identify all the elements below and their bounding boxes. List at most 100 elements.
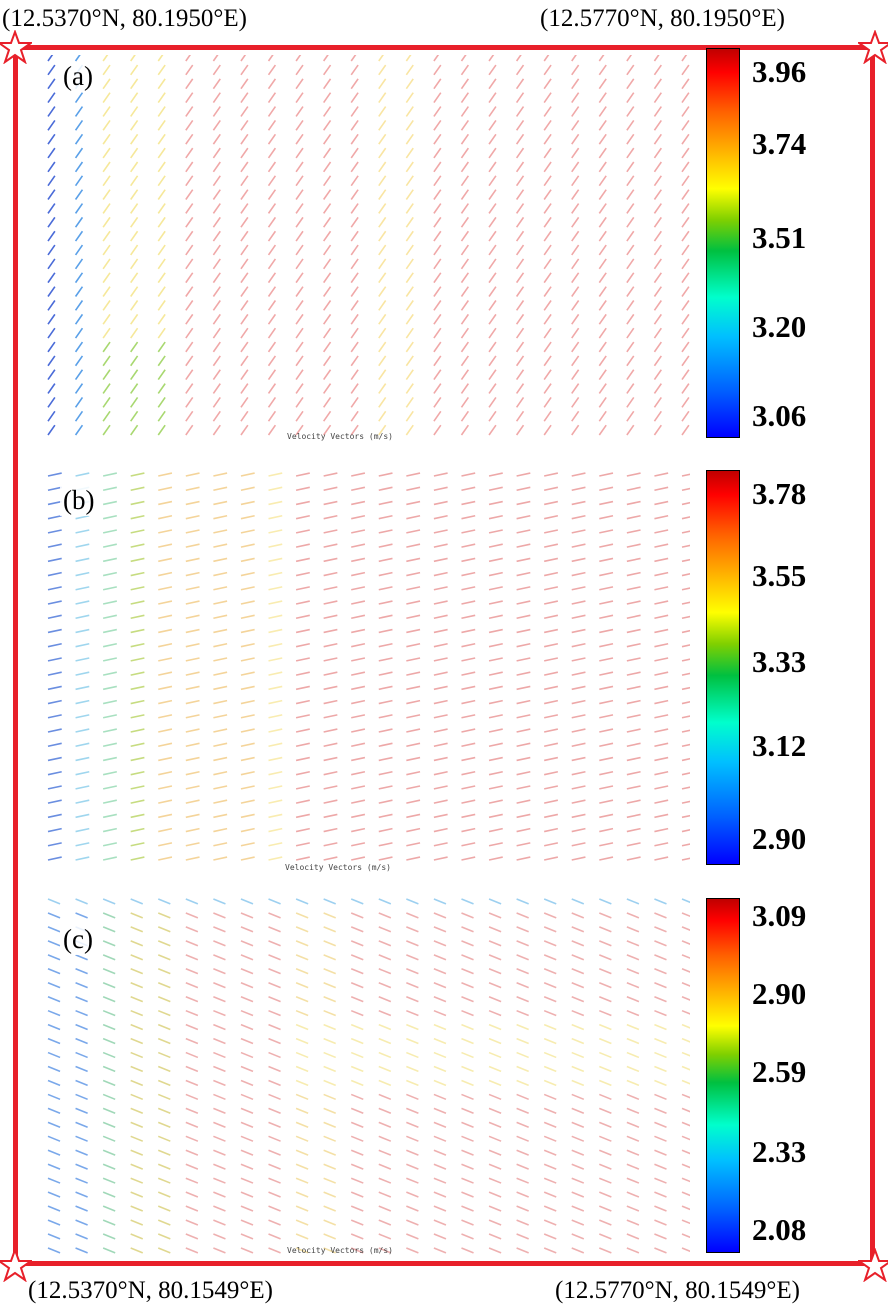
- velocity-vector: [102, 1107, 116, 1115]
- velocity-vector: [378, 685, 393, 691]
- velocity-vector: [295, 657, 310, 662]
- velocity-vector: [488, 230, 497, 242]
- velocity-vector: [571, 244, 580, 256]
- velocity-vector: [267, 300, 277, 311]
- velocity-vector: [295, 1233, 309, 1240]
- velocity-vector: [47, 954, 61, 961]
- velocity-vector: [516, 699, 531, 705]
- velocity-vector: [295, 383, 304, 394]
- velocity-vector: [433, 1107, 447, 1115]
- velocity-vector: [515, 64, 525, 76]
- velocity-vector: [212, 147, 221, 159]
- velocity-vector: [102, 216, 111, 228]
- velocity-vector: [406, 827, 421, 833]
- velocity-vector: [240, 230, 249, 242]
- velocity-vector: [74, 341, 84, 353]
- velocity-vector: [213, 543, 228, 548]
- velocity-vector: [515, 369, 525, 381]
- velocity-vector: [185, 1191, 199, 1198]
- velocity-vector: [516, 628, 531, 634]
- velocity-vector: [240, 244, 249, 256]
- velocity-vector: [599, 614, 614, 620]
- velocity-vector: [461, 1051, 474, 1059]
- velocity-vector: [130, 1093, 144, 1101]
- velocity-vector: [544, 671, 559, 676]
- velocity-vector: [75, 472, 90, 477]
- velocity-vector: [461, 571, 476, 577]
- velocity-vector: [267, 286, 277, 297]
- velocity-vector: [240, 106, 249, 117]
- velocity-vector: [350, 341, 359, 353]
- velocity-vector: [323, 1163, 337, 1170]
- velocity-vector: [323, 728, 338, 733]
- velocity-vector: [75, 1135, 88, 1142]
- velocity-vector: [351, 742, 366, 748]
- velocity-vector: [47, 424, 56, 436]
- velocity-vector: [323, 557, 338, 563]
- velocity-vector: [323, 614, 338, 620]
- velocity-vector: [433, 1205, 447, 1212]
- velocity-vector: [185, 912, 199, 919]
- velocity-vector: [378, 714, 393, 719]
- velocity-vector: [378, 203, 387, 214]
- velocity-vector: [322, 230, 332, 242]
- velocity-vector: [488, 369, 497, 381]
- velocity-vector: [240, 286, 249, 297]
- velocity-vector: [626, 1051, 640, 1059]
- velocity-vector: [515, 383, 525, 394]
- velocity-vector: [654, 571, 669, 577]
- velocity-vector: [75, 557, 90, 563]
- velocity-vector: [571, 1079, 585, 1087]
- velocity-vector: [681, 857, 690, 861]
- star-icon-top-right: [858, 30, 888, 64]
- velocity-vector: [322, 78, 332, 90]
- velocity-vector: [405, 64, 414, 76]
- velocity-vector: [350, 982, 364, 989]
- velocity-vector: [433, 55, 440, 62]
- velocity-vector: [185, 92, 194, 104]
- velocity-vector: [488, 898, 502, 905]
- velocity-vector: [406, 1163, 419, 1170]
- velocity-vector: [268, 954, 281, 961]
- velocity-vector: [185, 1177, 199, 1184]
- velocity-vector: [681, 501, 690, 506]
- velocity-vector: [488, 92, 497, 104]
- velocity-vector: [488, 1135, 502, 1142]
- velocity-vector: [157, 1135, 171, 1142]
- velocity-vector: [75, 827, 90, 833]
- velocity-vector: [571, 1065, 585, 1073]
- velocity-vector: [599, 1121, 612, 1128]
- velocity-vector: [75, 657, 90, 662]
- velocity-vector: [102, 92, 111, 104]
- velocity-vector: [599, 995, 612, 1003]
- velocity-vector: [515, 175, 525, 187]
- velocity-vector: [681, 701, 690, 705]
- velocity-vector: [598, 272, 607, 284]
- velocity-vector: [185, 628, 200, 634]
- velocity-vector: [268, 500, 283, 506]
- velocity-vector: [295, 55, 302, 62]
- velocity-vector: [571, 742, 586, 748]
- velocity-vector: [488, 785, 503, 790]
- velocity-vector: [213, 1233, 226, 1240]
- velocity-vector: [130, 1009, 144, 1017]
- velocity-vector: [433, 133, 442, 145]
- velocity-vector: [654, 995, 667, 1003]
- vector-plot-c: [47, 898, 690, 1254]
- velocity-vector: [157, 327, 166, 339]
- velocity-vector: [626, 341, 635, 353]
- velocity-vector: [461, 1247, 474, 1254]
- velocity-vector: [322, 272, 332, 284]
- velocity-vector: [212, 383, 221, 394]
- velocity-vector: [626, 1191, 640, 1198]
- velocity-vector: [350, 1177, 364, 1184]
- velocity-vector: [323, 756, 338, 762]
- velocity-vector: [599, 982, 612, 989]
- velocity-vector: [544, 799, 559, 804]
- velocity-vector: [516, 1177, 529, 1184]
- velocity-vector: [130, 1247, 144, 1254]
- velocity-vector: [295, 472, 310, 477]
- velocity-vector: [47, 685, 62, 691]
- velocity-vector: [267, 383, 277, 394]
- velocity-vector: [516, 1023, 529, 1031]
